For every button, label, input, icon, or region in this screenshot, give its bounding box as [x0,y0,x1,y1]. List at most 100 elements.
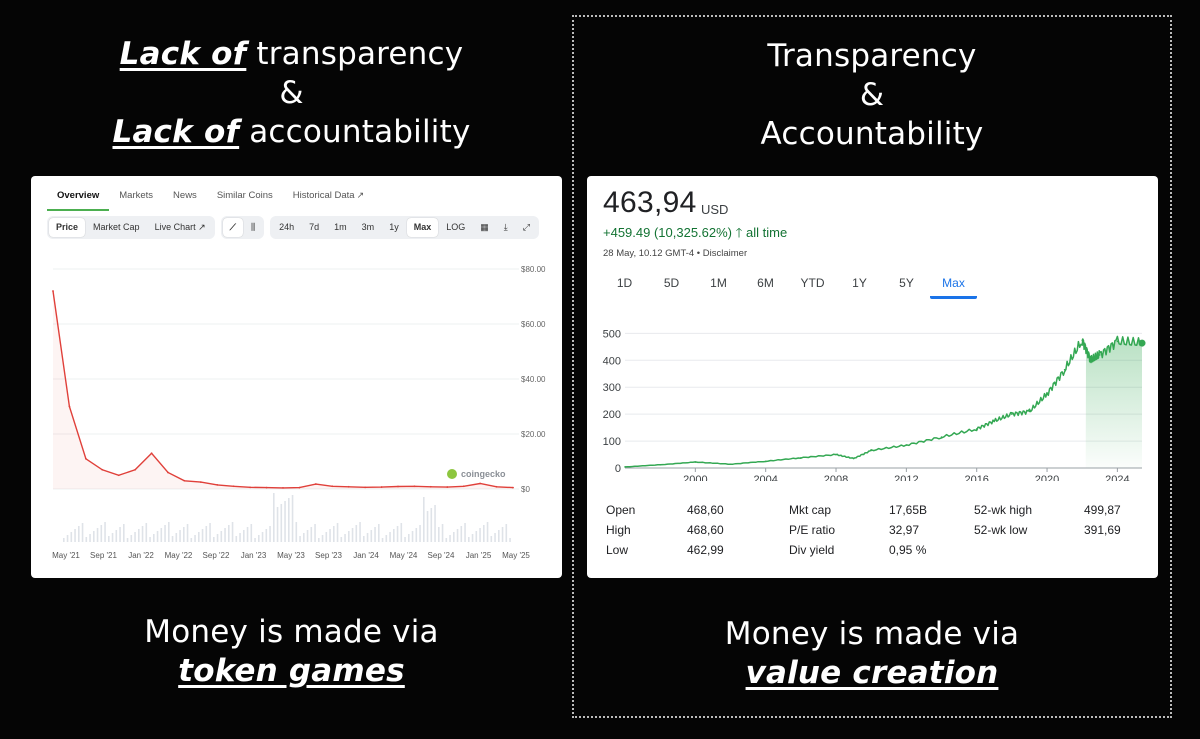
stat-value: 499,87 [1084,503,1121,517]
range-ytd[interactable]: YTD [800,276,825,290]
token-price-chart: $80.00 $60.00 $40.00 $20.00 $0 May '21 Sep '21… [52,265,546,560]
calendar-icon[interactable]: ▦ [480,222,489,232]
expand-icon[interactable]: ⤢ [522,222,530,232]
price-point [380,486,383,488]
x-tick-label: May '25 [502,551,530,560]
volume-bar [494,533,496,542]
x-tick-label: May '22 [165,551,193,560]
volume-bar [186,524,189,542]
volume-bar [141,526,144,542]
range-max[interactable]: Max [406,218,439,237]
price-point [940,436,943,438]
volume-bar [453,532,455,542]
range-5y[interactable]: 5Y [899,276,914,290]
tab-news[interactable]: News [173,190,197,201]
live-chart-label: Live Chart [154,222,196,232]
download-icon[interactable]: ⤓ [503,222,508,232]
range-1d[interactable]: 1D [616,276,633,290]
volume-bar [198,532,200,542]
volume-bar [415,528,418,542]
x-tick-label: Jan '23 [241,551,267,560]
volume-bar [486,522,489,542]
volume-bar [475,531,478,542]
price-point [364,486,367,489]
volume-bar [130,535,133,542]
view-toggle: Price Market Cap Live Chart ↗ [47,216,215,239]
volume-bar [213,537,215,542]
price-button[interactable]: Price [49,218,86,237]
live-chart-button[interactable]: Live Chart ↗ [148,218,213,237]
price-point [1081,339,1084,341]
volume-bar [396,526,399,542]
price-point [694,461,697,463]
volume-bar [93,531,95,542]
volume-bar [89,534,91,542]
volume-bar [434,505,436,542]
value-creation-emphasis: value creation [745,655,999,691]
tab-similar-coins[interactable]: Similar Coins [216,190,273,201]
price-point [429,485,432,488]
price-point [659,463,661,466]
candle-chart-icon[interactable]: ⫼ [250,222,256,232]
price-point [462,485,465,488]
range-max[interactable]: Max [930,276,977,299]
price-point [183,479,186,482]
range-5d[interactable]: 5D [663,276,680,290]
x-tick-label: Sep '24 [428,551,455,560]
volume-bar [456,529,459,542]
recent-area [1085,336,1142,468]
stat-value: 391,69 [1084,523,1121,537]
volume-bar [145,523,148,542]
volume-bar [81,523,84,542]
right-panel: Transparency & Accountability Money is m… [572,15,1172,718]
price-point [331,485,334,488]
line-chart-icon[interactable]: ⟋ [222,218,243,237]
price-point [495,485,498,488]
range-log[interactable]: LOG [446,222,466,232]
price-point [216,483,219,486]
price-point [446,486,449,488]
tab-markets[interactable]: Markets [119,190,154,201]
volume-bar [498,530,500,542]
transparency-heading: Transparency [767,38,977,74]
volume-bar [205,526,208,542]
price-point [624,466,626,468]
ampersand: & [279,75,304,111]
volume-bar [438,527,440,542]
volume-bar [100,525,103,542]
volume-bar [126,538,129,542]
volume-bar [104,522,106,542]
price-line [52,290,514,489]
range-1y[interactable]: 1y [389,222,399,232]
range-1m[interactable]: 1M [710,276,727,290]
tab-historical-data[interactable]: Historical Data ↗ [283,186,374,211]
volume-bar [85,537,88,542]
y-tick-label: $80.00 [521,265,546,274]
range-3m[interactable]: 3m [361,222,375,232]
volume-bar [160,528,163,542]
volume-bar [183,527,185,542]
arrow-up-icon: 🡑 [735,225,743,240]
range-7d[interactable]: 7d [309,222,320,232]
price-point [975,428,978,430]
volume-bar [389,532,391,542]
stat-label: Open [606,503,636,517]
volume-bar [220,531,223,542]
x-tick-label: 2008 [824,474,848,481]
x-tick-label: May '23 [277,551,305,560]
range-1y[interactable]: 1Y [852,276,867,290]
range-1m[interactable]: 1m [334,222,347,232]
stock-chart-card: 463,94 USD +459.49 (10,325.62%) 🡑 all ti… [587,176,1158,578]
market-cap-button[interactable]: Market Cap [93,222,140,232]
tab-overview[interactable]: Overview [47,186,110,211]
range-24h[interactable]: 24h [279,222,295,232]
accountability-heading: Accountability [760,116,984,152]
price-point [282,487,284,489]
price-point [199,481,202,484]
price-point [397,485,399,488]
range-6m[interactable]: 6M [757,276,774,290]
volume-bar [228,525,230,542]
price-point [413,485,416,488]
price-point [347,485,350,488]
volume-bar [483,525,485,542]
